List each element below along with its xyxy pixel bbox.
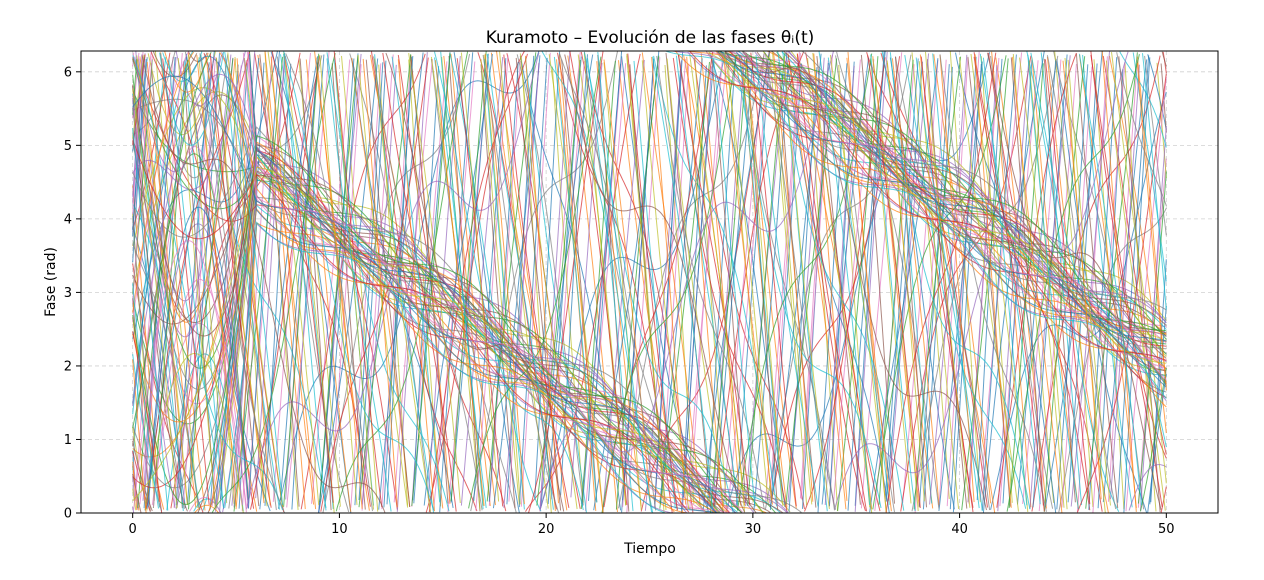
x-tick-label: 30 — [745, 522, 762, 537]
phase-series-line — [132, 51, 1167, 513]
phase-series-line — [132, 51, 1167, 513]
phase-series-line — [132, 51, 1167, 513]
phase-series-line — [132, 51, 1167, 513]
series-lines — [133, 51, 1167, 513]
y-tick-label: 6 — [64, 65, 72, 80]
x-tick-label: 10 — [331, 522, 348, 537]
phase-series-line — [132, 51, 1167, 513]
axis-ticks: 0 10 20 30 40 50 0 1 2 3 4 5 6 — [64, 65, 1175, 537]
phase-series-line — [132, 51, 1167, 513]
phase-series-line — [132, 51, 1167, 513]
phase-series-line — [132, 51, 1167, 513]
phase-series-line — [132, 51, 1167, 513]
phase-series-line — [132, 51, 1167, 513]
phase-series-line — [132, 51, 1167, 513]
x-tick-label: 50 — [1158, 522, 1175, 537]
chart-title: Kuramoto – Evolución de las fases θᵢ(t) — [486, 28, 815, 48]
phase-series-line — [132, 51, 1167, 513]
phase-series-line — [132, 51, 1167, 513]
phase-series-line — [132, 51, 1167, 513]
y-tick-label: 2 — [64, 359, 72, 374]
x-tick-label: 0 — [129, 522, 137, 537]
phase-series-line — [132, 51, 1167, 513]
x-tick-label: 40 — [951, 522, 968, 537]
y-tick-label: 3 — [64, 286, 72, 301]
phase-series-line — [133, 51, 1167, 513]
x-tick-label: 20 — [538, 522, 555, 537]
plot-frame — [80, 50, 1219, 514]
phase-series-line — [132, 51, 1167, 513]
x-axis-label: Tiempo — [623, 541, 676, 557]
y-tick-label: 4 — [64, 212, 72, 227]
phase-series-line — [132, 51, 1167, 513]
y-axis-label: Fase (rad) — [43, 247, 59, 317]
phase-series-line — [132, 51, 1167, 513]
y-tick-label: 0 — [64, 507, 72, 522]
phase-series-line — [132, 51, 1167, 513]
y-tick-label: 5 — [64, 139, 72, 154]
y-tick-label: 1 — [64, 433, 72, 448]
phase-series-line — [132, 51, 1167, 513]
phase-series-line — [132, 51, 1167, 513]
phase-series-line — [132, 51, 1167, 513]
